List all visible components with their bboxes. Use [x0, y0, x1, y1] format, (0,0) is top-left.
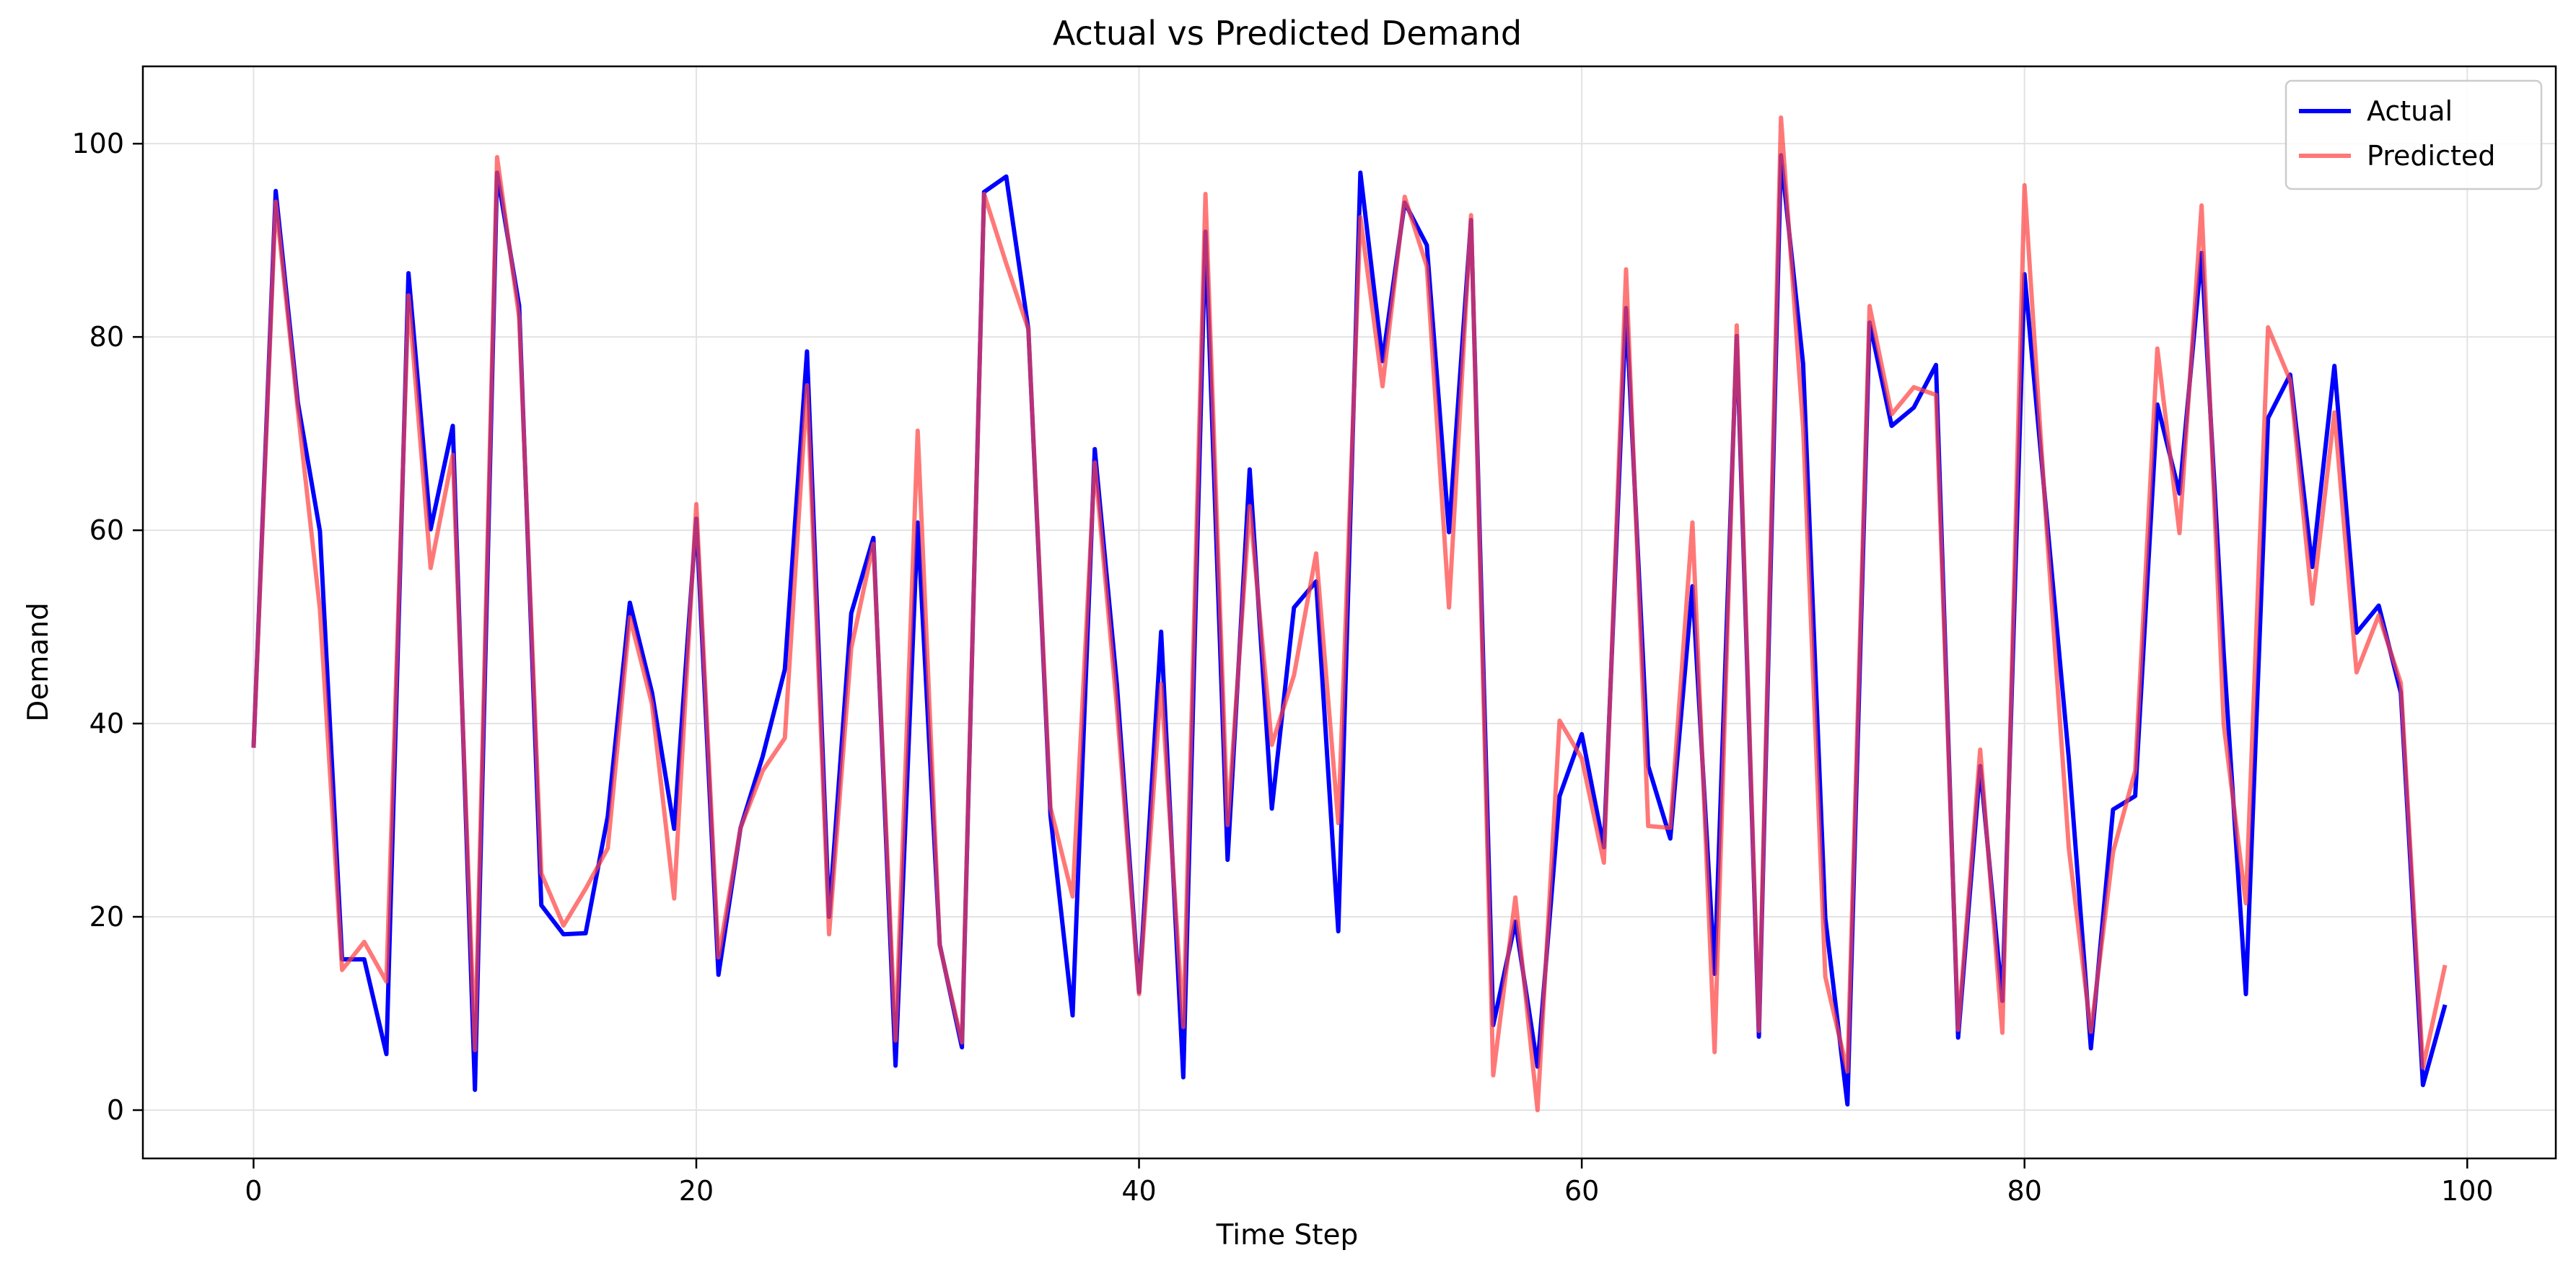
legend-box [2284, 79, 2543, 190]
chart-title: Actual vs Predicted Demand [1053, 14, 1522, 53]
y-tick-label: 20 [89, 901, 124, 933]
y-tick-label: 60 [89, 514, 124, 546]
x-tick-label: 80 [2007, 1175, 2042, 1207]
y-tick-label: 100 [71, 128, 124, 159]
y-tick-label: 0 [107, 1094, 124, 1126]
legend: Actual Predicted [2284, 79, 2543, 190]
y-axis-label: Demand [22, 602, 55, 721]
legend-label-actual: Actual [2367, 95, 2453, 127]
x-tick-label: 60 [1564, 1175, 1599, 1207]
plot-frame [141, 65, 2557, 1160]
series-lines [251, 115, 2448, 1112]
axes: 0 20 40 60 80 100 0 20 40 60 80 100 [71, 65, 2557, 1207]
legend-label-predicted: Predicted [2367, 140, 2495, 172]
series-line-predicted [251, 115, 2448, 1112]
x-tick-label: 0 [245, 1175, 262, 1207]
x-tick-label: 100 [2441, 1175, 2494, 1207]
y-tick-label: 40 [89, 708, 124, 739]
x-tick-label: 40 [1121, 1175, 1156, 1207]
x-axis-label: Time Step [1216, 1219, 1359, 1251]
y-tick-label: 80 [89, 321, 124, 353]
grid-lines [143, 66, 2556, 1158]
x-tick-label: 20 [679, 1175, 714, 1207]
